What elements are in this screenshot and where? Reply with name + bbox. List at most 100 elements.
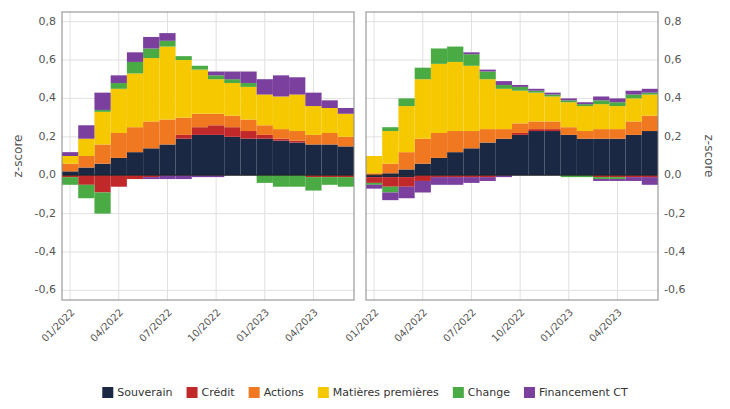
y-tick-label: -0,6 bbox=[664, 283, 685, 296]
bar-segment bbox=[415, 68, 431, 80]
bar-segment bbox=[127, 62, 143, 74]
bar-segment bbox=[593, 96, 609, 100]
bar-segment bbox=[398, 106, 414, 152]
bar-segment bbox=[528, 93, 544, 122]
bar-segment bbox=[626, 95, 642, 99]
bar-segment bbox=[609, 102, 625, 106]
y-axis-label: z-score bbox=[11, 135, 25, 178]
bar-segment bbox=[366, 156, 382, 157]
bar-segment bbox=[561, 98, 577, 99]
bar-segment bbox=[240, 71, 256, 72]
bar-segment bbox=[143, 58, 159, 121]
bar-segment bbox=[544, 121, 560, 129]
bar-segment bbox=[289, 95, 305, 131]
x-tick-label: 10/2022 bbox=[489, 307, 526, 344]
bars bbox=[366, 47, 658, 201]
bar-segment bbox=[447, 177, 463, 185]
bar-segment bbox=[127, 127, 143, 152]
bar-segment bbox=[240, 120, 256, 132]
y-tick-label: 0,4 bbox=[39, 91, 57, 104]
bar-segment bbox=[111, 133, 127, 158]
bar-segment bbox=[528, 91, 544, 93]
bar-segment bbox=[463, 177, 479, 183]
bar-segment bbox=[305, 144, 321, 175]
bar-segment bbox=[127, 175, 143, 179]
x-tick-label: 04/2022 bbox=[88, 307, 125, 344]
bar-segment bbox=[273, 141, 289, 176]
bar-segment bbox=[577, 106, 593, 131]
bar-segment bbox=[176, 56, 192, 57]
bar-segment bbox=[398, 98, 414, 99]
bar-segment bbox=[305, 93, 321, 106]
bar-segment bbox=[577, 131, 593, 139]
bar-segment bbox=[480, 177, 496, 181]
bar-segment bbox=[463, 131, 479, 148]
bar-segment bbox=[159, 144, 175, 175]
bar-segment bbox=[593, 100, 609, 104]
bar-segment bbox=[447, 131, 463, 152]
y-tick-label: 0,6 bbox=[39, 53, 57, 66]
grid-line-y bbox=[366, 213, 658, 214]
legend-label: Crédit bbox=[202, 386, 236, 399]
bar-segment bbox=[528, 121, 544, 129]
bar-segment bbox=[544, 95, 560, 97]
bar-segment bbox=[240, 72, 256, 84]
bar-segment bbox=[626, 177, 642, 181]
bar-segment bbox=[366, 177, 382, 183]
bar-segment bbox=[528, 131, 544, 175]
bar-segment bbox=[463, 66, 479, 131]
bar-segment bbox=[593, 177, 609, 179]
grid-line-y bbox=[366, 252, 658, 253]
bar-segment bbox=[273, 175, 289, 187]
bar-segment bbox=[62, 156, 78, 164]
bar-segment bbox=[127, 52, 143, 53]
y-tick-label: -0,6 bbox=[35, 283, 56, 296]
bar-segment bbox=[273, 129, 289, 139]
bar-segment bbox=[431, 133, 447, 158]
grid-line-y bbox=[62, 60, 354, 61]
bar-segment bbox=[415, 139, 431, 164]
x-tick-label: 10/2022 bbox=[185, 307, 222, 344]
bar-segment bbox=[78, 139, 94, 156]
x-tick-label: 04/2023 bbox=[283, 307, 320, 344]
bar-segment bbox=[78, 168, 94, 176]
bar-segment bbox=[366, 183, 382, 185]
legend-label: Financement CT bbox=[539, 386, 628, 399]
y-tick-label: 0,4 bbox=[664, 91, 682, 104]
bar-segment bbox=[273, 75, 289, 76]
x-tick-label: 04/2023 bbox=[587, 307, 624, 344]
bar-segment bbox=[447, 47, 463, 62]
bar-segment bbox=[447, 46, 463, 47]
bar-segment bbox=[159, 33, 175, 41]
bar-segment bbox=[78, 175, 94, 185]
bar-segment bbox=[593, 104, 609, 129]
bar-segment bbox=[463, 148, 479, 175]
bar-segment bbox=[94, 110, 110, 112]
bar-segment bbox=[431, 48, 447, 49]
bar-segment bbox=[176, 118, 192, 135]
legend: SouverainCréditActionsMatières premières… bbox=[102, 386, 628, 399]
bar-segment bbox=[208, 79, 224, 114]
bar-segment bbox=[463, 52, 479, 54]
bar-segment bbox=[431, 158, 447, 175]
bar-segment bbox=[224, 127, 240, 137]
bar-segment bbox=[192, 127, 208, 135]
bar-segment bbox=[512, 85, 528, 87]
bar-segment bbox=[382, 131, 398, 164]
bar-segment bbox=[528, 129, 544, 131]
y-tick-label: -0,4 bbox=[664, 245, 685, 258]
legend-item: Crédit bbox=[187, 386, 236, 399]
plot-frame bbox=[62, 12, 354, 300]
bar-segment bbox=[496, 139, 512, 175]
bar-segment bbox=[208, 135, 224, 175]
grid-line-y bbox=[366, 21, 658, 22]
bar-segment bbox=[62, 164, 78, 172]
bar-segment bbox=[176, 135, 192, 139]
grid-line-y bbox=[366, 60, 658, 61]
bar-segment bbox=[626, 121, 642, 134]
legend-item: Actions bbox=[249, 386, 304, 399]
legend-label: Matières premières bbox=[333, 386, 439, 399]
bar-segment bbox=[642, 89, 658, 93]
bar-segment bbox=[496, 85, 512, 89]
bar-segment bbox=[609, 139, 625, 175]
